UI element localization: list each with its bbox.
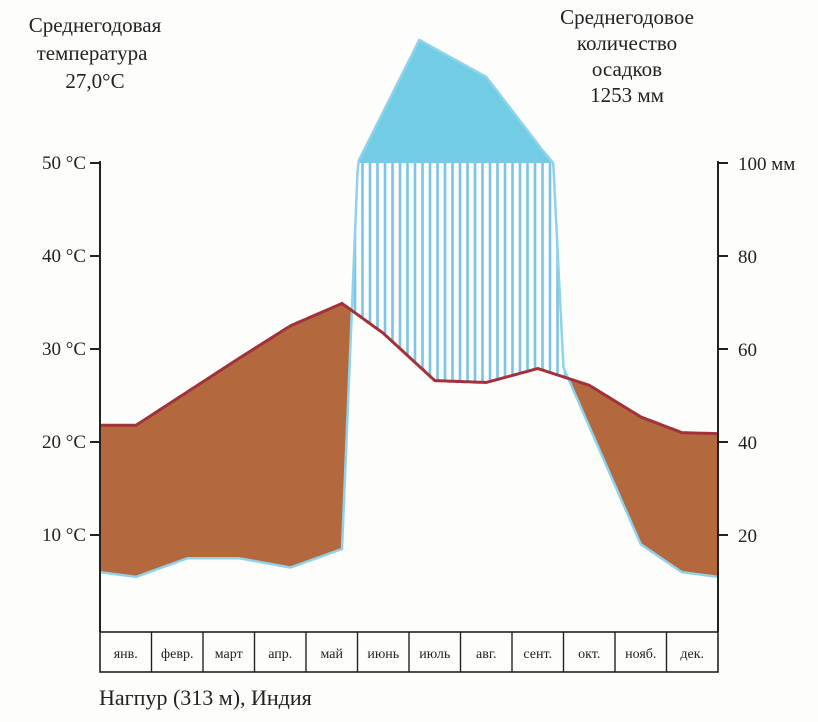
precipitation-tick-label: 20 — [738, 526, 757, 547]
month-label: нояб. — [625, 647, 656, 662]
precipitation-curve — [99, 38, 719, 579]
month-label: июль — [419, 647, 450, 662]
precipitation-tick-label: 80 — [738, 247, 757, 268]
temperature-tick-label: 10 °C — [42, 525, 86, 546]
mean-temperature-value: 27,0°C — [65, 69, 124, 93]
temp-caption-line2: температура — [37, 41, 149, 65]
precipitation-tick-label: 40 — [738, 433, 757, 454]
temperature-tick-label: 20 °C — [42, 432, 86, 453]
excess-precipitation-area — [358, 40, 554, 163]
precip-caption-line2: количество — [577, 31, 677, 55]
month-label: янв. — [114, 647, 138, 662]
month-label: окт. — [578, 647, 600, 662]
temperature-tick-label: 30 °C — [42, 339, 86, 360]
temp-caption-line1: Среднегодовая — [29, 13, 162, 37]
month-label: дек. — [680, 647, 704, 662]
temperature-tick-label: 40 °C — [42, 246, 86, 267]
precipitation-tick-label: 100 мм — [738, 154, 795, 175]
precip-caption-line1: Среднегодовое — [560, 5, 694, 29]
precip-caption-line3: осадков — [592, 57, 662, 81]
annual-precipitation-value: 1253 мм — [590, 83, 664, 107]
month-label: май — [321, 647, 344, 662]
temperature-curve — [100, 301, 718, 436]
temperature-tick-label: 50 °C — [42, 153, 86, 174]
arid-period-area — [100, 303, 718, 577]
precipitation-tick-label: 60 — [738, 340, 757, 361]
month-label: июнь — [367, 647, 399, 662]
month-label: сент. — [523, 647, 552, 662]
month-label: февр. — [161, 647, 193, 662]
month-label: апр. — [268, 647, 292, 662]
month-label: авг. — [476, 647, 497, 662]
month-label: март — [215, 647, 243, 662]
station-caption: Нагпур (313 м), Индия — [99, 685, 312, 710]
